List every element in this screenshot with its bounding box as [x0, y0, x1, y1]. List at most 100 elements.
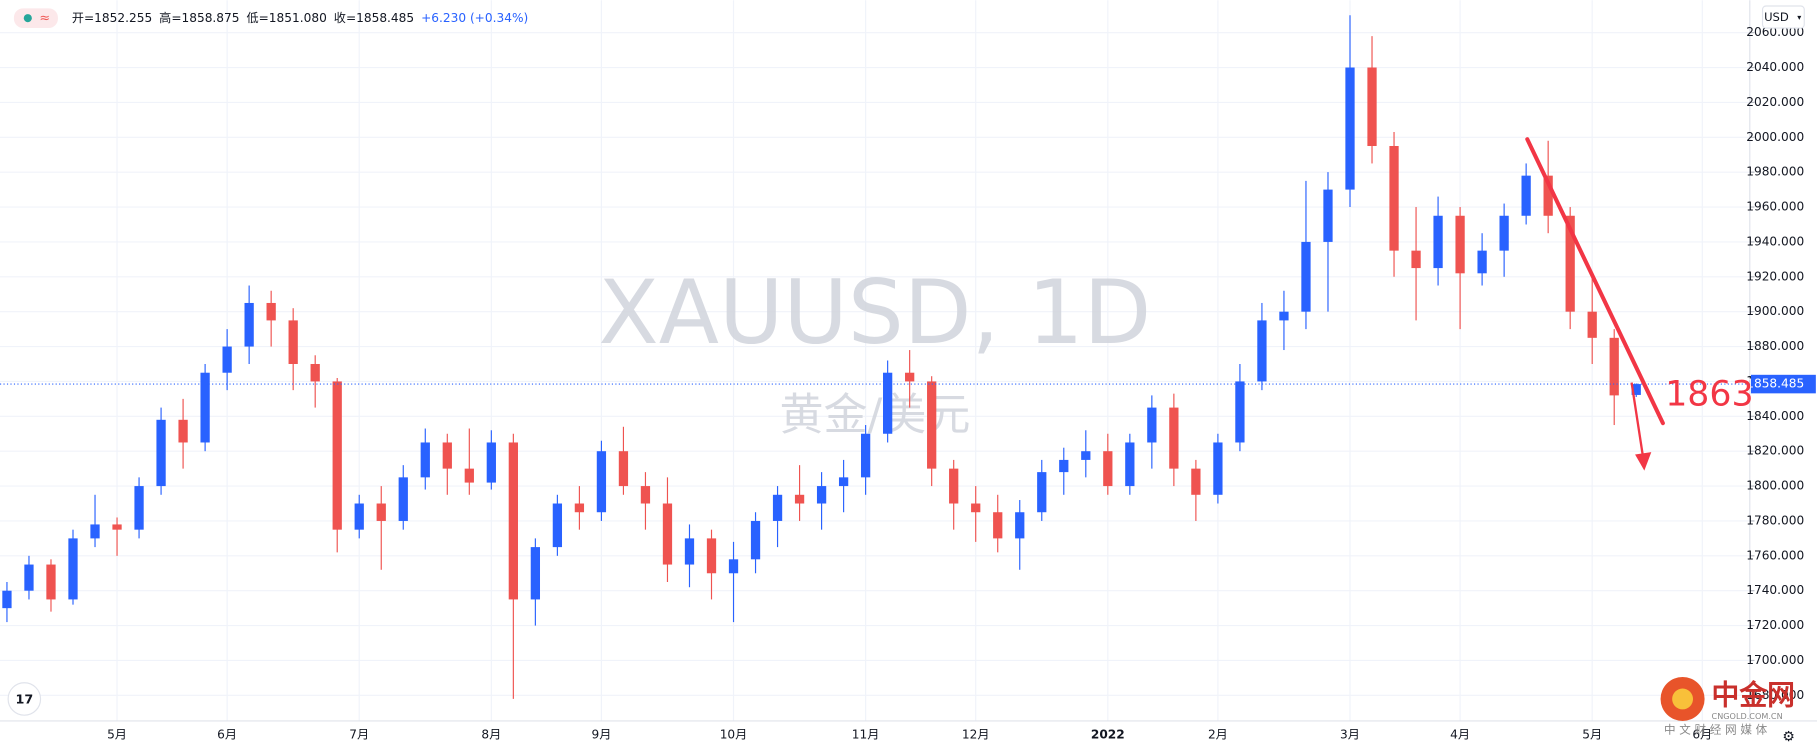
axes: 1680.000 1700.000 1720.000 1740.000 1760.000…	[0, 25, 1816, 741]
candle-body	[816, 486, 827, 504]
candle-body	[1631, 384, 1641, 395]
status-dot	[23, 14, 32, 23]
candle-body	[442, 442, 452, 469]
candle-body	[883, 372, 893, 434]
y-tick-label: 1980.000	[1746, 165, 1804, 179]
candle-body	[1477, 250, 1487, 274]
candle-body	[1235, 381, 1245, 443]
y-tick-label: 1880.000	[1746, 339, 1804, 353]
y-tick-label: 1780.000	[1746, 513, 1804, 527]
y-tick-label: 2020.000	[1746, 95, 1804, 109]
y-tick-label: 1940.000	[1746, 234, 1804, 248]
candle-body	[1081, 451, 1091, 460]
x-tick-label: 5月	[1582, 727, 1602, 741]
grid	[0, 0, 1750, 721]
x-tick-label: 6月	[1692, 727, 1712, 741]
candle-body	[728, 559, 739, 574]
y-tick-label: 1720.000	[1746, 618, 1804, 632]
y-tick-label: 1700.000	[1746, 653, 1804, 667]
y-tick-label: 1960.000	[1746, 200, 1804, 214]
y-tick-label: 2040.000	[1746, 60, 1804, 74]
candle-body	[200, 372, 210, 443]
candle-body	[1565, 215, 1575, 312]
x-tick-label: 2月	[1208, 727, 1228, 741]
ohlc-value: +6.230 (+0.34%)	[421, 11, 528, 25]
candle-body	[1279, 311, 1289, 321]
logo-slogan: 中 文 财 经 网 媒 体	[1664, 723, 1768, 737]
y-tick-label: 1820.000	[1746, 444, 1804, 458]
candle-body	[266, 302, 276, 321]
settings-icon[interactable]: ⚙	[1782, 729, 1794, 745]
watermark-sub: 黄金/美元	[779, 389, 970, 440]
tv-logo: 17	[15, 693, 33, 708]
watermark: XAUUSD, 1D	[598, 261, 1151, 364]
status-icon: ≈	[39, 11, 50, 26]
candle-body	[486, 442, 496, 483]
candle-body	[1191, 468, 1201, 495]
x-tick-label: 3月	[1340, 727, 1360, 741]
candle-body	[1543, 175, 1553, 216]
arrow-head	[1635, 452, 1652, 471]
x-tick-label: 2022	[1091, 727, 1125, 741]
candle-body	[244, 302, 254, 347]
y-tick-label: 2000.000	[1746, 130, 1804, 144]
candle-body	[310, 363, 320, 382]
ohlc-value: 收=1858.485	[334, 11, 414, 25]
candle-body	[2, 590, 12, 609]
candle-body	[927, 381, 937, 469]
x-tick-label: 10月	[720, 727, 748, 741]
candle-body	[838, 477, 849, 487]
ohlc-header: 开=1852.255 高=1858.875 低=1851.080 收=1858.485…	[72, 10, 528, 25]
candle-body	[772, 494, 783, 521]
candle-body	[1389, 146, 1399, 251]
status-pill[interactable]	[13, 8, 58, 29]
x-tick-label: 11月	[852, 727, 880, 741]
candle-body	[684, 538, 695, 565]
ohlc-value: 高=1858.875	[159, 10, 239, 25]
candle-body	[464, 468, 474, 483]
last-price-box	[1750, 374, 1816, 394]
candle-body	[112, 524, 122, 530]
y-tick-label: 1920.000	[1746, 269, 1804, 283]
candle-body	[68, 538, 78, 600]
x-tick-label: 9月	[591, 727, 611, 741]
candle-body	[398, 477, 408, 521]
x-tick-label: 6月	[217, 727, 237, 741]
candle-body	[949, 468, 959, 504]
forecast-arrow	[1630, 382, 1645, 459]
candle-body	[156, 419, 166, 487]
candle-body	[574, 503, 585, 513]
candle-body	[1499, 215, 1509, 251]
tv-logo-bg[interactable]	[7, 682, 42, 716]
y-tick-label: 1740.000	[1746, 583, 1804, 597]
candle-body	[1169, 407, 1179, 469]
candle-body	[1521, 175, 1531, 216]
x-tick-label: 8月	[481, 727, 501, 741]
trend-line	[1525, 137, 1665, 426]
candle-body	[1609, 337, 1619, 396]
candle-body	[90, 524, 100, 539]
candle-body	[1367, 67, 1377, 147]
candle-body	[24, 564, 34, 591]
candle-body	[1059, 459, 1069, 473]
x-tick-label: 12月	[962, 727, 990, 741]
candle-body	[332, 381, 342, 530]
candle-body	[134, 486, 144, 530]
candle-body	[596, 451, 607, 513]
candle-body	[750, 520, 761, 560]
candle-body	[1301, 241, 1311, 312]
y-tick-label: 1680.000	[1746, 688, 1804, 702]
x-tick-label: 4月	[1450, 727, 1470, 741]
candle-body	[662, 503, 673, 565]
candle-body	[1257, 320, 1267, 382]
currency-button[interactable]	[1761, 5, 1805, 29]
candle-body	[376, 503, 386, 521]
candle-body	[354, 503, 364, 530]
target-annotation: 1863	[1665, 374, 1753, 414]
candle-body	[1587, 311, 1597, 338]
candle-body	[1433, 215, 1443, 269]
candle-body	[530, 547, 541, 600]
candle-body	[1147, 407, 1157, 443]
